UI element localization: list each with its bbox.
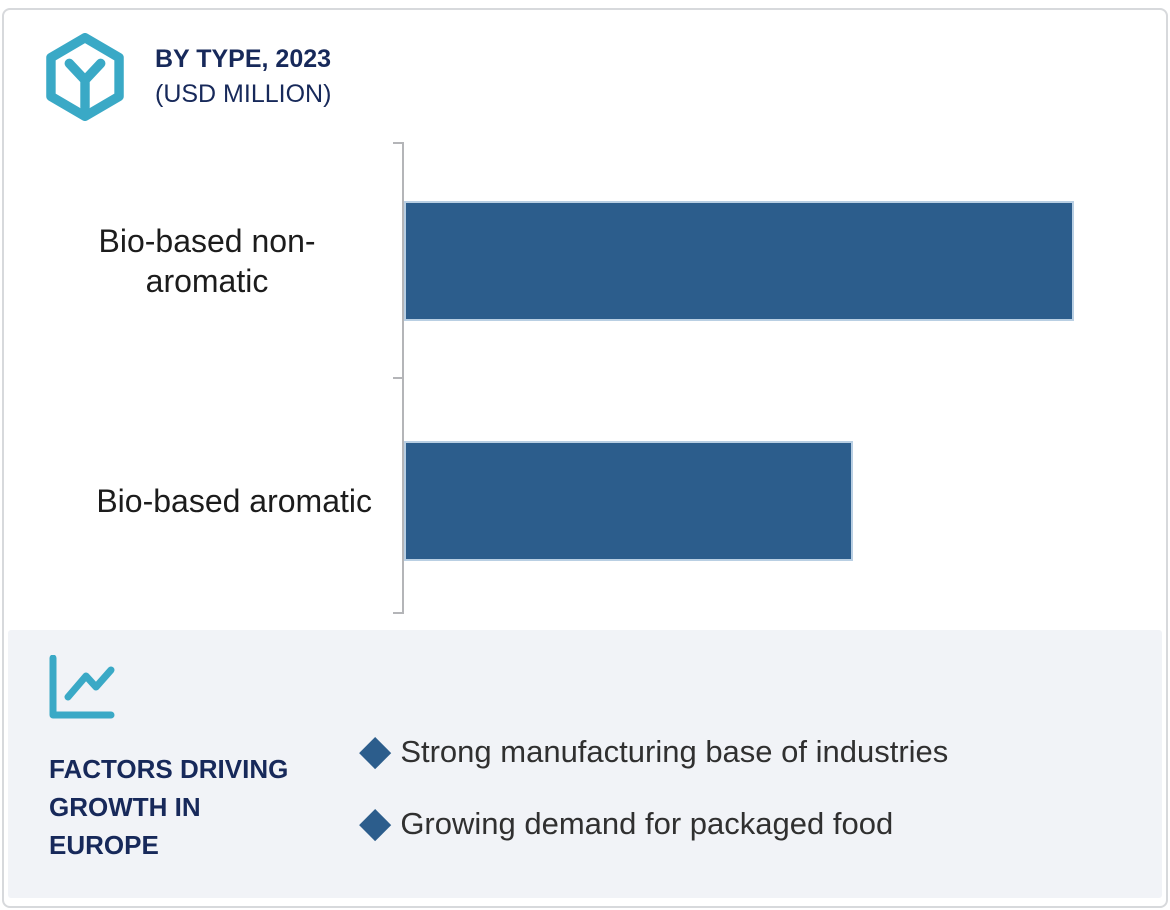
axis-tick	[393, 142, 402, 144]
chart-title-line1: BY TYPE, 2023	[155, 45, 332, 73]
factors-panel	[8, 630, 1162, 898]
category-label-text: Bio-based non-aromatic	[98, 223, 316, 299]
diamond-bullet-icon: ◆	[359, 725, 392, 774]
diamond-bullet-icon: ◆	[359, 797, 392, 846]
chart-title-line2: (USD MILLION)	[155, 80, 332, 108]
bar-bio-based-aromatic	[404, 441, 853, 561]
factor-item: ◆ Strong manufacturing base of industrie…	[359, 725, 949, 777]
axis-tick	[393, 377, 402, 379]
category-label-text: Bio-based aromatic	[96, 483, 372, 519]
axis-tick	[393, 612, 402, 614]
category-label: Bio-based aromatic	[0, 441, 372, 561]
bar-bio-based-non-aromatic	[404, 201, 1074, 321]
factor-item: ◆ Growing demand for packaged food	[359, 797, 894, 849]
chart-title: BY TYPE, 2023 (USD MILLION)	[155, 42, 331, 112]
factor-text: Growing demand for packaged food	[400, 806, 894, 841]
hexagon-package-icon	[46, 33, 124, 121]
factors-heading: FACTORS DRIVING GROWTH IN EUROPE	[49, 754, 289, 860]
category-axis-line	[402, 142, 404, 614]
factor-text: Strong manufacturing base of industries	[400, 734, 949, 769]
line-chart-icon	[49, 655, 115, 719]
category-label: Bio-based non-aromatic	[0, 201, 372, 321]
